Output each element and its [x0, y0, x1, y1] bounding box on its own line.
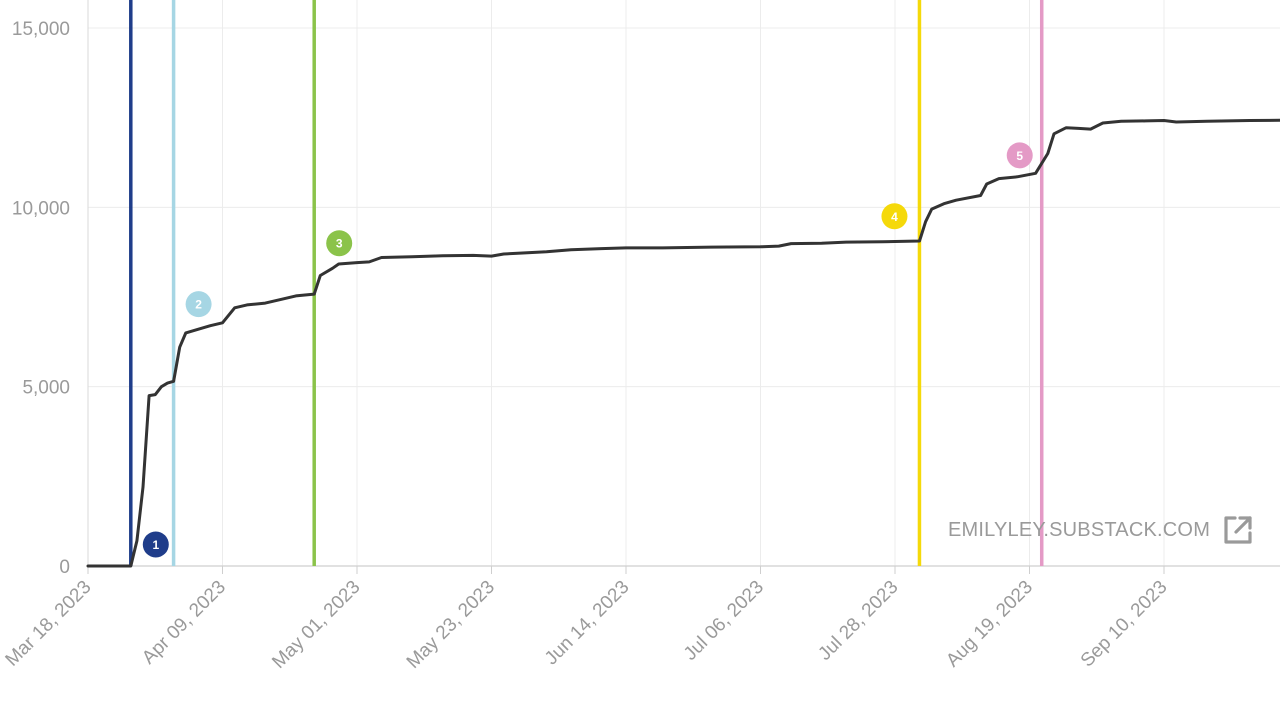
event-badge-label: 4 [891, 210, 898, 224]
x-tick-label: Apr 09, 2023 [138, 577, 230, 669]
x-tick-label: Jun 14, 2023 [541, 577, 634, 670]
y-tick-labels: 0 5,000 10,000 15,000 [12, 19, 70, 578]
event-badge-label: 2 [195, 298, 202, 312]
x-tick-label: Mar 18, 2023 [2, 577, 96, 671]
y-tick-label: 5,000 [22, 378, 70, 399]
x-tick-label: May 01, 2023 [268, 577, 364, 673]
event-badge-circle [881, 203, 908, 230]
event-badge-4: 4 [881, 203, 908, 230]
event-badges: 1 2 3 4 5 [142, 142, 1033, 558]
x-tick-label: May 23, 2023 [403, 577, 499, 673]
x-tick-label: Jul 06, 2023 [680, 577, 768, 665]
event-badge-circle [185, 291, 212, 318]
x-tick-label: Aug 19, 2023 [942, 577, 1037, 672]
axes [87, 0, 1280, 574]
x-tick-label: Sep 10, 2023 [1077, 577, 1172, 672]
event-lines [129, 0, 1044, 566]
event-badge-circle [326, 230, 353, 257]
external-link-icon[interactable] [1220, 512, 1256, 548]
watermark-text: EMILYLEY.SUBSTACK.COM [948, 518, 1211, 541]
event-badge-3: 3 [326, 230, 353, 257]
event-badge-label: 5 [1016, 149, 1023, 163]
x-tick-labels: Mar 18, 2023 Apr 09, 2023 May 01, 2023 May … [2, 577, 1172, 673]
event-badge-1: 1 [142, 531, 169, 558]
event-badge-label: 3 [336, 237, 343, 251]
x-tick-label: Jul 28, 2023 [814, 577, 902, 665]
series-line-1 [86, 118, 1280, 568]
event-badge-5: 5 [1006, 142, 1033, 169]
event-badge-circle [1006, 142, 1033, 169]
event-badge-circle [142, 531, 169, 558]
series-layer [86, 118, 1280, 568]
grid-lines [88, 0, 1280, 566]
y-tick-label: 0 [59, 557, 70, 578]
y-tick-label: 15,000 [12, 19, 70, 40]
y-tick-label: 10,000 [12, 198, 70, 219]
watermark[interactable]: EMILYLEY.SUBSTACK.COM [948, 515, 1256, 545]
event-badge-2: 2 [185, 291, 212, 318]
event-badge-label: 1 [152, 538, 159, 552]
